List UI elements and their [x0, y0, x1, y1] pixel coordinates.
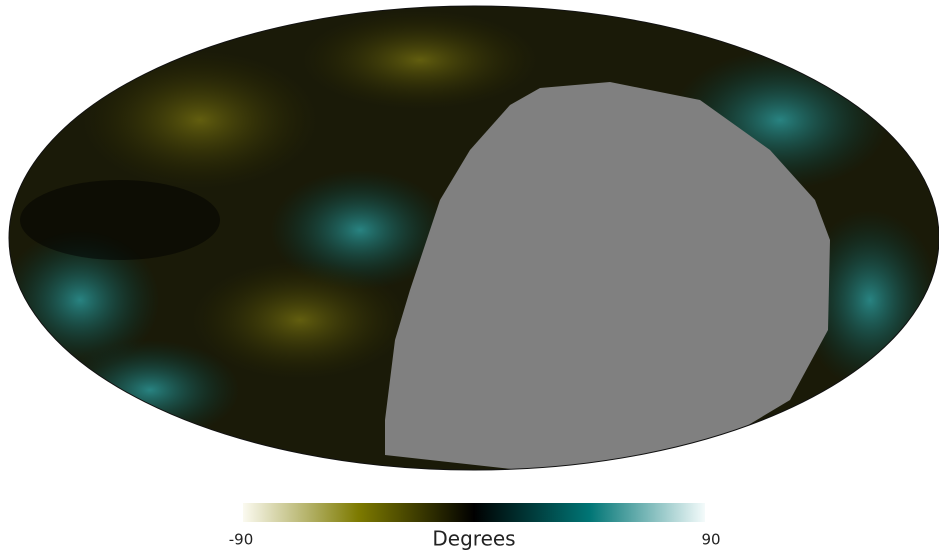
chart: Degrees -90 90 [0, 0, 939, 557]
map-texture [80, 50, 320, 190]
map-texture [300, 10, 540, 110]
colorbar-label: Degrees [432, 527, 515, 551]
colorbar-tick-label: -90 [229, 531, 254, 549]
map-texture [190, 260, 410, 380]
map-texture [20, 180, 220, 260]
colorbar [243, 503, 705, 522]
colorbar-tick-label: 90 [701, 531, 720, 549]
